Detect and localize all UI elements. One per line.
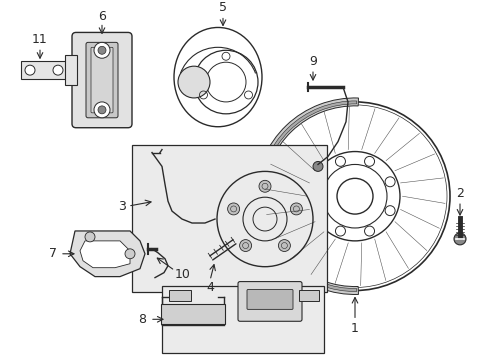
- Circle shape: [312, 162, 323, 171]
- Circle shape: [227, 203, 239, 215]
- Circle shape: [94, 42, 110, 58]
- Circle shape: [290, 203, 302, 215]
- Text: 7: 7: [49, 247, 57, 260]
- Text: 5: 5: [219, 1, 226, 14]
- Circle shape: [239, 240, 251, 252]
- Text: 1: 1: [350, 322, 358, 335]
- FancyBboxPatch shape: [238, 282, 302, 321]
- Polygon shape: [70, 231, 145, 276]
- Text: 4: 4: [205, 281, 214, 294]
- FancyBboxPatch shape: [298, 289, 318, 301]
- Text: 10: 10: [175, 268, 190, 281]
- FancyBboxPatch shape: [91, 47, 113, 113]
- Circle shape: [259, 180, 270, 192]
- FancyBboxPatch shape: [169, 289, 191, 301]
- FancyBboxPatch shape: [132, 145, 326, 292]
- Text: 8: 8: [138, 313, 146, 326]
- FancyBboxPatch shape: [21, 61, 75, 79]
- Circle shape: [278, 240, 290, 252]
- FancyBboxPatch shape: [72, 32, 132, 128]
- Text: 2: 2: [455, 187, 463, 200]
- Text: 6: 6: [98, 10, 106, 23]
- FancyBboxPatch shape: [161, 305, 224, 324]
- FancyBboxPatch shape: [65, 55, 77, 85]
- Text: 3: 3: [118, 200, 126, 213]
- Circle shape: [98, 46, 106, 54]
- Circle shape: [125, 249, 135, 259]
- Circle shape: [98, 106, 106, 114]
- FancyBboxPatch shape: [246, 289, 292, 309]
- Circle shape: [94, 102, 110, 118]
- FancyBboxPatch shape: [86, 42, 118, 118]
- Circle shape: [85, 232, 95, 242]
- Polygon shape: [80, 241, 130, 268]
- Circle shape: [178, 66, 209, 98]
- Wedge shape: [259, 101, 356, 292]
- Circle shape: [53, 65, 63, 75]
- Text: 9: 9: [308, 55, 316, 68]
- FancyBboxPatch shape: [162, 285, 324, 353]
- Circle shape: [25, 65, 35, 75]
- Circle shape: [453, 233, 465, 245]
- Wedge shape: [256, 98, 358, 294]
- Text: 11: 11: [32, 33, 48, 46]
